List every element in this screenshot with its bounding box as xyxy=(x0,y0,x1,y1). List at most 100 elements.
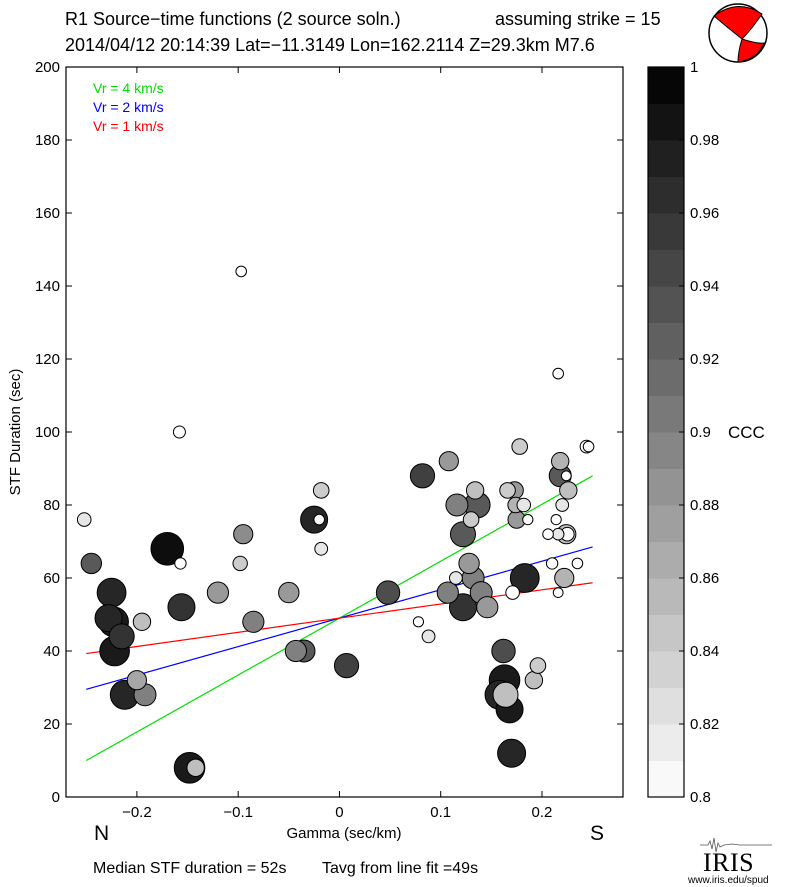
data-point xyxy=(552,367,564,380)
data-point xyxy=(313,513,325,526)
y-tick-label: 60 xyxy=(43,570,60,587)
data-point xyxy=(242,610,265,633)
data-point xyxy=(516,497,532,513)
data-point xyxy=(76,512,92,527)
colorbar-tick-label: 0.92 xyxy=(690,351,719,368)
axis-tick-labels: 0 20 40 60 80 100 120 140 160 180 200 −0.2 −0.1 0 0.1 0… xyxy=(35,59,552,821)
y-tick-label: 20 xyxy=(43,716,60,733)
data-point xyxy=(554,567,575,589)
colorbar-segment xyxy=(648,140,684,177)
legend-vr4: Vr = 4 km/s xyxy=(93,80,164,96)
iris-logo-text: IRIS xyxy=(703,848,755,877)
y-axis-label: STF Duration (sec) xyxy=(7,369,24,496)
data-point xyxy=(551,452,570,471)
data-point xyxy=(542,528,554,541)
colorbar-segment xyxy=(648,614,684,652)
data-point xyxy=(314,541,329,556)
colorbar-segment xyxy=(648,432,684,469)
data-point xyxy=(132,612,152,631)
data-point xyxy=(421,629,436,644)
data-point xyxy=(476,596,499,619)
axis-ticks xyxy=(66,66,623,798)
colorbar-segment xyxy=(648,286,684,323)
data-point xyxy=(550,514,562,526)
data-point xyxy=(465,481,485,500)
data-point xyxy=(522,514,534,526)
data-point xyxy=(375,580,401,605)
colorbar-segment xyxy=(648,760,684,798)
data-point xyxy=(449,521,476,548)
x-tick-label: 0 xyxy=(335,804,343,821)
data-point xyxy=(552,587,564,598)
iris-url: www.iris.edu/spud xyxy=(688,875,769,886)
data-point xyxy=(582,440,595,453)
colorbar-tick-label: 1 xyxy=(690,59,698,76)
data-point xyxy=(409,463,436,489)
north-label: N xyxy=(94,822,110,845)
colorbar-segment xyxy=(648,395,684,433)
colorbar-segment xyxy=(648,103,684,141)
data-point xyxy=(333,653,360,679)
y-tick-label: 40 xyxy=(43,643,60,660)
x-tick-label: −0.1 xyxy=(223,804,253,821)
colorbar-segment xyxy=(648,359,684,396)
colorbar-segment xyxy=(648,541,684,579)
data-point xyxy=(167,593,196,622)
legend-vr2: Vr = 2 km/s xyxy=(93,99,164,115)
data-point xyxy=(172,425,186,439)
y-tick-label: 120 xyxy=(35,351,60,368)
colorbar-segment xyxy=(648,578,684,615)
data-point xyxy=(560,470,572,482)
y-tick-label: 100 xyxy=(35,424,60,441)
colorbar-segment xyxy=(648,249,684,287)
data-point xyxy=(108,623,135,650)
data-point xyxy=(511,438,529,455)
event-info: 2014/04/12 20:14:39 Lat=−11.3149 Lon=162… xyxy=(65,35,595,55)
south-label: S xyxy=(590,822,605,845)
data-point xyxy=(445,493,469,517)
legend-vr1: Vr = 1 km/s xyxy=(93,118,164,134)
data-point xyxy=(206,581,230,604)
data-points xyxy=(76,265,595,784)
data-point xyxy=(150,532,185,566)
colorbar-tick-label: 0.96 xyxy=(690,205,719,222)
data-point xyxy=(492,681,519,708)
data-point xyxy=(491,638,516,664)
colorbar-tick-label: 0.84 xyxy=(690,643,719,660)
y-tick-label: 80 xyxy=(43,497,60,514)
colorbar-segment xyxy=(648,213,684,250)
colorbar-tick-label: 0.98 xyxy=(690,132,719,149)
colorbar-segment xyxy=(648,687,684,725)
data-point xyxy=(94,604,123,633)
colorbar-label: CCC xyxy=(728,423,765,442)
colorbar-segment xyxy=(648,651,684,688)
data-point xyxy=(80,552,103,575)
data-point xyxy=(497,738,527,768)
data-point xyxy=(458,552,480,575)
colorbar-segment xyxy=(648,468,684,506)
colorbar-tick-label: 0.9 xyxy=(690,424,711,441)
median-duration: Median STF duration = 52s xyxy=(93,860,287,877)
data-point xyxy=(235,265,248,278)
y-tick-label: 0 xyxy=(52,789,60,806)
data-point xyxy=(438,451,459,472)
y-tick-label: 200 xyxy=(35,59,60,76)
data-point xyxy=(126,670,147,691)
colorbar-tick-labels: 0.8 0.82 0.84 0.86 0.88 0.9 0.92 0.94 0.96 0.98 1 xyxy=(690,59,719,806)
data-point xyxy=(232,555,248,572)
data-point xyxy=(174,557,187,570)
x-tick-label: −0.2 xyxy=(122,804,152,821)
data-point xyxy=(509,563,540,593)
y-tick-label: 140 xyxy=(35,278,60,295)
data-point xyxy=(412,616,425,628)
colorbar-tick-label: 0.8 xyxy=(690,789,711,806)
x-tick-label: 0.1 xyxy=(430,804,451,821)
data-point xyxy=(555,498,570,512)
data-point xyxy=(499,482,516,499)
data-point xyxy=(278,581,300,604)
colorbar-segment xyxy=(648,67,684,104)
data-point xyxy=(545,557,559,570)
tavg-fit: Tavg from line fit =49s xyxy=(322,860,479,877)
x-axis-label: Gamma (sec/km) xyxy=(286,825,401,842)
